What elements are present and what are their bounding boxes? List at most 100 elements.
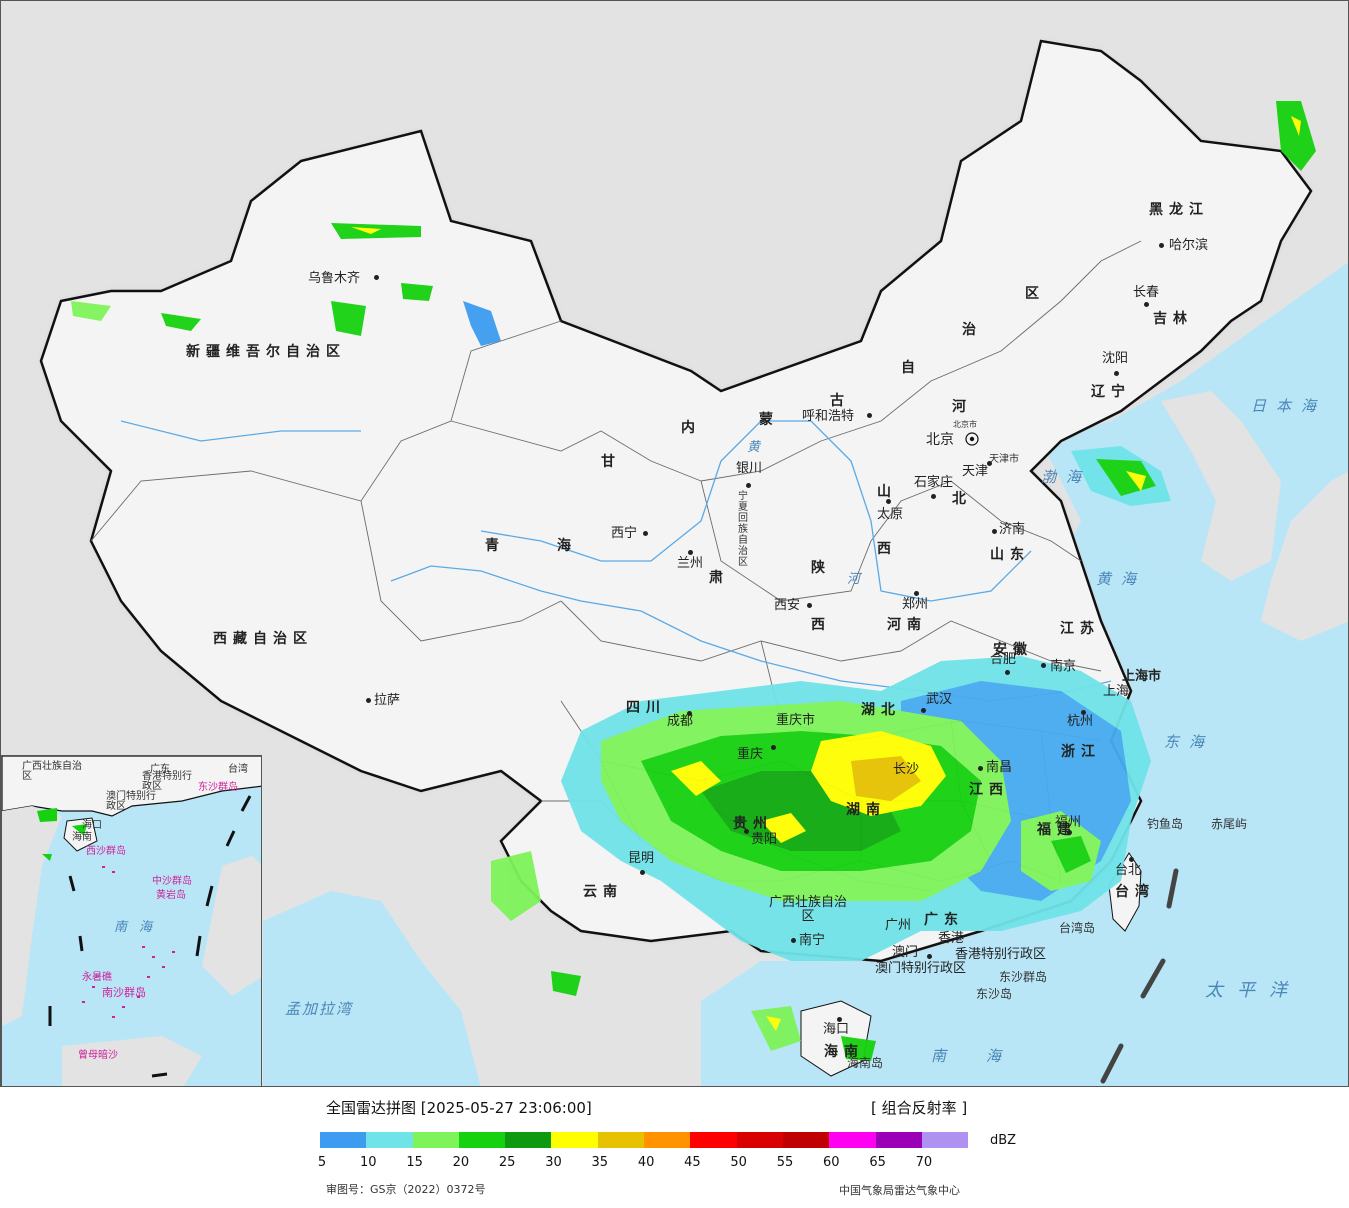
legend-tick-label: 65: [869, 1155, 886, 1170]
radar-map[interactable]: 新疆维吾尔自治区 西藏自治区 青 海 甘 肃 内 蒙 古 自 治 区 黑龙江 吉…: [0, 0, 1349, 1087]
legend-tick-label: 45: [684, 1155, 701, 1170]
city-dot-hohhot: [867, 413, 872, 418]
province-label-zhejiang: 浙江: [1061, 744, 1101, 760]
province-label-macao: 澳门特别行政区: [875, 961, 967, 976]
island-label-diaoyu: 钓鱼岛: [1147, 817, 1184, 831]
city-label-beijing: 北京: [926, 432, 954, 448]
city-label-hefei: 合肥: [990, 652, 1017, 667]
city-dot-xining: [643, 531, 648, 536]
legend-title: 全国雷达拼图 [2025-05-27 23:06:00]: [326, 1099, 592, 1117]
city-label-taiyuan: 太原: [877, 507, 904, 522]
city-dot-tianjin: [987, 461, 992, 466]
island-label-dongsha-dao: 东沙岛: [976, 987, 1013, 1001]
legend-tick-label: 5: [317, 1155, 327, 1170]
city-dot-changchun: [1144, 302, 1149, 307]
city-label-kunming: 昆明: [628, 851, 655, 866]
city-label-shanghai: 上海: [1103, 684, 1130, 699]
inset-label-macao: 澳门特别行政区: [106, 791, 156, 812]
city-label-taibei: 台北: [1115, 863, 1142, 878]
province-label-gansu: 甘: [601, 454, 621, 470]
city-label-nanchang: 南昌: [986, 760, 1013, 775]
japan-land: [1261, 472, 1348, 641]
province-label-henan: 河南: [887, 617, 927, 633]
legend-swatch: [458, 1132, 506, 1148]
city-dot-lanzhou: [688, 550, 693, 555]
south-china-sea-inset: 广西壮族自治区 广东 台湾 香港特别行政区 澳门特别行政区 东沙群岛 海口 海南…: [1, 755, 262, 1086]
province-label-anhui: 安徽: [993, 642, 1033, 658]
city-label-macao: 澳门: [892, 945, 919, 960]
legend-swatch: [412, 1132, 459, 1148]
city-label-changsha: 长沙: [893, 762, 920, 777]
province-label-neimenggu: 自: [901, 360, 921, 376]
legend-swatch: [644, 1132, 691, 1148]
province-label-hebei: 河: [952, 399, 972, 415]
city-label-hongkong: 香港: [938, 931, 965, 946]
inset-label-zhongsha: 中沙群岛: [152, 876, 192, 887]
inset-label-taiwan: 台湾: [228, 764, 248, 775]
inset-label-hongkong: 香港特别行政区: [142, 771, 192, 792]
legend-tick-label: 40: [637, 1155, 655, 1170]
legend-approval-number: 审图号：GS京（2022）0372号: [326, 1183, 486, 1196]
province-label-neimenggu: 区: [1025, 286, 1045, 302]
city-label-yinchuan: 银川: [736, 461, 763, 476]
province-label-hunan: 湖南: [846, 802, 886, 818]
legend-tick-label: 10: [360, 1155, 377, 1170]
sea-label-south: 南海: [931, 1047, 1042, 1065]
city-dot-hefei: [1005, 670, 1010, 675]
city-label-wuhan: 武汉: [926, 692, 953, 707]
legend-swatch: [597, 1132, 645, 1148]
city-dot-chengdu: [687, 711, 692, 716]
legend-tick-label: 30: [545, 1155, 562, 1170]
province-label-shanxi: 西: [877, 541, 897, 557]
province-label-neimenggu: 内: [681, 420, 701, 436]
province-label-shaanxi: 陕: [811, 560, 831, 576]
city-label-guangzhou: 广州: [885, 918, 912, 933]
province-label-neimenggu: 治: [962, 322, 982, 338]
city-dot-guiyang: [744, 829, 749, 834]
city-label-beijingshi: 北京市: [953, 420, 977, 429]
province-label-tianjin: 天津市: [989, 454, 1019, 465]
legend-swatch: [320, 1132, 367, 1148]
inset-label-yongshu: 永暑礁: [82, 972, 112, 983]
city-dot-haikou: [837, 1017, 842, 1022]
inset-label-dongsha: 东沙群岛: [198, 782, 238, 793]
city-label-chongqing: 重庆: [737, 747, 764, 762]
legend-tick-label: 15: [406, 1155, 423, 1170]
legend-swatch: [551, 1132, 598, 1148]
legend-swatch: [921, 1132, 969, 1148]
city-dot-fuzhou: [1067, 830, 1072, 835]
city-label-zhengzhou: 郑州: [902, 597, 929, 612]
city-label-xining: 西宁: [611, 526, 638, 541]
province-label-xizang: 西藏自治区: [213, 631, 313, 647]
city-dot-kunming: [640, 870, 645, 875]
province-label-sichuan: 四川: [626, 700, 666, 716]
province-label-jiangsu: 江苏: [1060, 621, 1100, 637]
city-dot-xian: [807, 603, 812, 608]
inset-label-xisha: 西沙群岛: [86, 846, 126, 857]
province-label-taiwan: 台湾: [1115, 884, 1155, 900]
city-dot-harbin: [1159, 243, 1164, 248]
city-dot-nanchang: [978, 766, 983, 771]
island-label-chiwei: 赤尾屿: [1211, 817, 1248, 831]
river-label-huanghe: 河: [847, 572, 861, 587]
province-label-gansu: 肃: [709, 570, 729, 586]
legend-tick-label: 35: [591, 1155, 609, 1170]
legend-tick-label: 25: [498, 1155, 516, 1170]
inset-label-zengmu: 曾母暗沙: [78, 1050, 118, 1061]
province-label-qinghai: 青: [485, 538, 505, 554]
province-label-jilin: 吉林: [1153, 311, 1193, 327]
inset-label-hainan: 海南: [72, 832, 92, 843]
city-dot-jinan: [992, 529, 997, 534]
city-dot-shenyang: [1114, 371, 1119, 376]
city-dot-lhasa: [366, 698, 371, 703]
city-label-urumqi: 乌鲁木齐: [308, 271, 361, 286]
sea-label-japan: 日本海: [1251, 397, 1327, 415]
city-dot-chongqing: [771, 745, 776, 750]
province-label-jiangxi: 江西: [969, 782, 1009, 798]
city-dot-nanning: [791, 938, 796, 943]
province-label-xinjiang: 新疆维吾尔自治区: [186, 344, 346, 360]
island-label-taiwan: 台湾岛: [1059, 921, 1096, 935]
legend-unit: dBZ: [990, 1133, 1017, 1148]
legend-swatch: [875, 1132, 922, 1148]
province-label-hongkong: 香港特别行政区: [955, 947, 1047, 962]
